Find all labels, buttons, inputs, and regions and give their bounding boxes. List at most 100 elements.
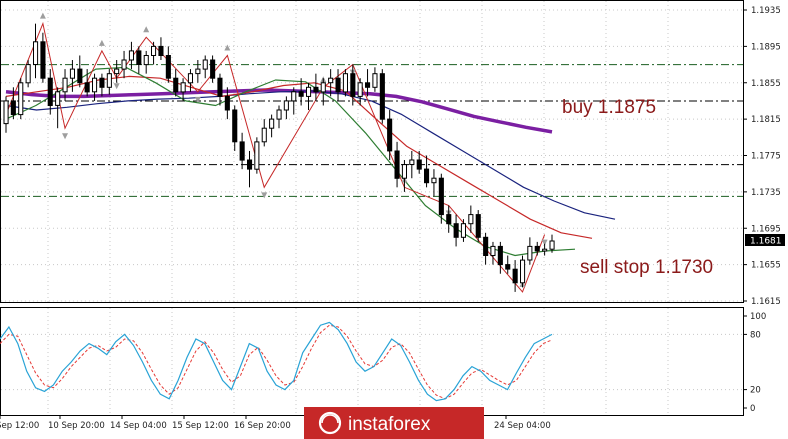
candle-body bbox=[468, 214, 474, 225]
candle-body bbox=[128, 50, 134, 61]
candle-body bbox=[365, 82, 371, 88]
osc-tick-label: 20 bbox=[750, 386, 761, 396]
candle-body bbox=[69, 68, 76, 79]
candle-body bbox=[424, 168, 430, 184]
candle-body bbox=[40, 41, 46, 79]
candle-body bbox=[313, 86, 319, 93]
fractal-arrow bbox=[98, 39, 105, 46]
price-tick-label: 1.1655 bbox=[751, 261, 781, 271]
instaforex-logo: instaforex bbox=[304, 407, 484, 439]
sell-stop-annotation: sell stop 1.1730 bbox=[580, 257, 713, 278]
fractal-arrow bbox=[541, 239, 548, 246]
candle-body bbox=[187, 73, 193, 84]
candle-body bbox=[409, 159, 415, 165]
price-tick-label: 1.1735 bbox=[751, 188, 781, 198]
logo-text: instaforex bbox=[348, 414, 431, 435]
candle-body bbox=[33, 41, 39, 65]
candle-body bbox=[276, 109, 282, 120]
fractal-arrow bbox=[62, 133, 69, 140]
fractal-arrow bbox=[113, 83, 120, 90]
candle-body bbox=[261, 127, 267, 143]
moving-average-line bbox=[5, 66, 576, 257]
candle-body bbox=[387, 118, 393, 152]
osc-tick-label: 100 bbox=[750, 312, 766, 322]
fractal-arrow bbox=[194, 96, 201, 103]
fractal-arrow bbox=[261, 192, 268, 199]
time-tick-label: 16 Sep 20:00 bbox=[234, 421, 291, 431]
moving-average-line bbox=[5, 88, 553, 134]
candle-body bbox=[549, 240, 555, 250]
candle-body bbox=[77, 68, 83, 84]
candle-body bbox=[92, 77, 98, 93]
candle-body bbox=[283, 100, 289, 111]
candle-body bbox=[483, 236, 489, 257]
candle-body bbox=[254, 141, 260, 170]
candle-body bbox=[394, 150, 400, 179]
fractal-arrow bbox=[224, 44, 231, 51]
candle-body bbox=[158, 45, 164, 57]
candle-body bbox=[210, 59, 216, 79]
candle-body bbox=[3, 100, 9, 125]
candle-body bbox=[47, 77, 53, 106]
candle-body bbox=[136, 50, 142, 66]
oscillator-main-line bbox=[0, 321, 553, 402]
candle-body bbox=[497, 245, 503, 266]
time-tick-label: 24 Sep 04:00 bbox=[494, 421, 551, 431]
price-tick-label: 1.1815 bbox=[751, 115, 781, 125]
candle-body bbox=[298, 91, 304, 97]
fractal-arrow bbox=[39, 12, 46, 19]
candle-body bbox=[55, 91, 61, 106]
candle-body bbox=[475, 214, 481, 238]
price-tick-label: 1.1775 bbox=[751, 152, 781, 162]
candle-body bbox=[165, 55, 171, 79]
candle-body bbox=[335, 77, 341, 93]
candle-body bbox=[232, 109, 238, 143]
oscillator-pane bbox=[0, 307, 744, 416]
candle-body bbox=[291, 91, 297, 102]
price-tick-label: 1.1615 bbox=[751, 297, 781, 307]
candle-body bbox=[320, 82, 326, 93]
candle-body bbox=[446, 214, 452, 225]
candle-body bbox=[121, 59, 127, 70]
candle-body bbox=[173, 77, 179, 93]
candle-body bbox=[180, 82, 186, 93]
buy-annotation: buy 1.1875 bbox=[562, 97, 656, 118]
candle-body bbox=[224, 95, 230, 111]
candle-body bbox=[527, 245, 533, 261]
candle-body bbox=[401, 164, 407, 179]
candle-body bbox=[239, 141, 245, 161]
candle-body bbox=[106, 73, 112, 88]
osc-tick-label: 80 bbox=[750, 330, 761, 340]
candle-body bbox=[453, 223, 459, 238]
candle-body bbox=[306, 86, 312, 97]
oscillator-signal-line bbox=[0, 324, 553, 400]
candle-body bbox=[328, 77, 334, 84]
candle-body bbox=[195, 68, 201, 75]
candle-body bbox=[84, 82, 90, 93]
candle-body bbox=[460, 223, 466, 238]
candle-body bbox=[99, 77, 105, 88]
current-price-tag: 1.1681 bbox=[745, 234, 785, 247]
osc-tick-label: 0 bbox=[750, 404, 755, 414]
current-price-label: 1.1681 bbox=[750, 237, 782, 247]
candle-body bbox=[520, 259, 526, 284]
candle-body bbox=[217, 77, 223, 97]
price-tick-label: 1.1895 bbox=[751, 42, 781, 52]
candle-body bbox=[357, 82, 363, 97]
candle-body bbox=[247, 159, 253, 170]
candle-body bbox=[10, 100, 16, 116]
candle-body bbox=[490, 245, 496, 256]
candle-body bbox=[18, 82, 24, 116]
zigzag-line bbox=[5, 21, 546, 293]
candle-body bbox=[431, 177, 437, 184]
candle-body bbox=[505, 264, 511, 270]
candle-body bbox=[151, 45, 157, 57]
candle-body bbox=[202, 59, 208, 70]
candle-body bbox=[143, 55, 149, 66]
candle-body bbox=[438, 177, 444, 216]
fractal-arrow bbox=[143, 26, 150, 33]
candle-body bbox=[372, 73, 378, 88]
price-tick-label: 1.1695 bbox=[751, 224, 781, 234]
candle-body bbox=[62, 77, 68, 93]
